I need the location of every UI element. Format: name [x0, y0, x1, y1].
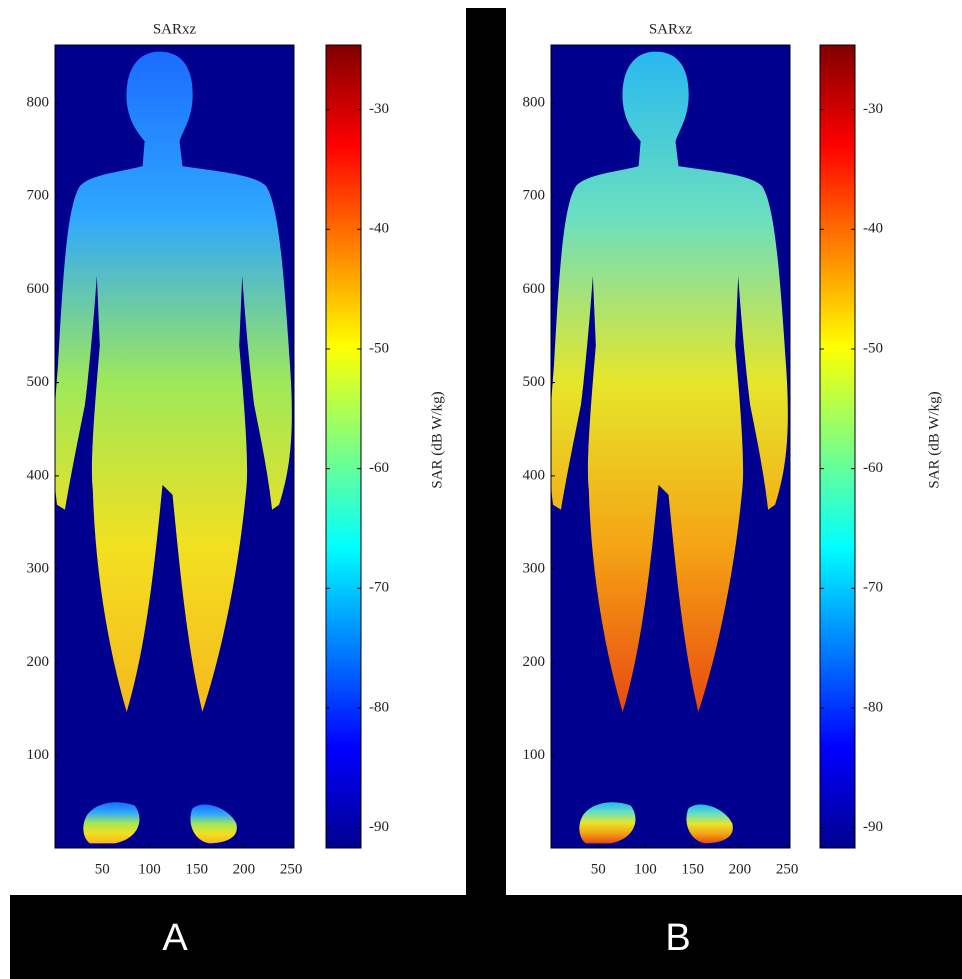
y-tick-label: 400 — [27, 467, 50, 483]
colorbar-tick-label: -40 — [369, 221, 389, 237]
colorbar-tick-label: -60 — [863, 460, 883, 476]
y-tick-label: 600 — [523, 281, 546, 297]
y-tick-label: 200 — [523, 654, 546, 670]
title: SARxz — [649, 21, 693, 37]
plot-frame — [54, 44, 295, 849]
y-tick-label: 300 — [523, 561, 546, 577]
colorbar-tick-label: -30 — [369, 101, 389, 117]
panel-label: A — [162, 917, 188, 959]
colorbar-tick-label: -50 — [863, 340, 883, 356]
x-tick-label: 100 — [634, 861, 657, 877]
panel-label: B — [665, 917, 690, 959]
x-tick-label: 150 — [681, 861, 704, 877]
y-tick-label: 100 — [523, 747, 546, 763]
x-tick-label: 50 — [591, 861, 606, 877]
y-tick-label: 500 — [523, 374, 546, 390]
colorbar-tick-label: -80 — [369, 699, 389, 715]
y-tick-label: 700 — [523, 188, 546, 204]
x-tick-label: 200 — [233, 861, 256, 877]
x-tick-label: 150 — [185, 861, 208, 877]
colorbar-tick-label: -90 — [863, 819, 883, 835]
colorbar-label: SAR (dB W/kg) — [926, 391, 942, 488]
x-tick-label: 100 — [138, 861, 161, 877]
y-tick-label: 100 — [27, 747, 50, 763]
x-tick-label: 250 — [280, 861, 303, 877]
label-band — [10, 895, 962, 979]
x-tick-label: 200 — [729, 861, 752, 877]
colorbar-tick-label: -50 — [369, 340, 389, 356]
colorbar-label: SAR (dB W/kg) — [429, 391, 445, 488]
plot-frame — [550, 44, 791, 849]
y-tick-label: 500 — [27, 374, 50, 390]
y-tick-label: 400 — [523, 467, 546, 483]
title: SARxz — [153, 21, 197, 37]
y-tick-label: 700 — [27, 188, 50, 204]
colorbar — [325, 44, 362, 849]
y-tick-label: 800 — [523, 94, 546, 110]
colorbar-tick-label: -40 — [863, 221, 883, 237]
y-tick-label: 800 — [27, 94, 50, 110]
y-tick-label: 200 — [27, 654, 50, 670]
y-tick-label: 600 — [27, 281, 50, 297]
x-tick-label: 250 — [776, 861, 799, 877]
colorbar-tick-label: -70 — [369, 580, 389, 596]
colorbar-tick-label: -30 — [863, 101, 883, 117]
colorbar-tick-label: -80 — [863, 699, 883, 715]
colorbar-tick-label: -60 — [369, 460, 389, 476]
y-tick-label: 300 — [27, 561, 50, 577]
colorbar-tick-label: -70 — [863, 580, 883, 596]
colorbar-tick-label: -90 — [369, 819, 389, 835]
separator — [466, 8, 506, 898]
x-tick-label: 50 — [95, 861, 110, 877]
colorbar — [819, 44, 856, 849]
